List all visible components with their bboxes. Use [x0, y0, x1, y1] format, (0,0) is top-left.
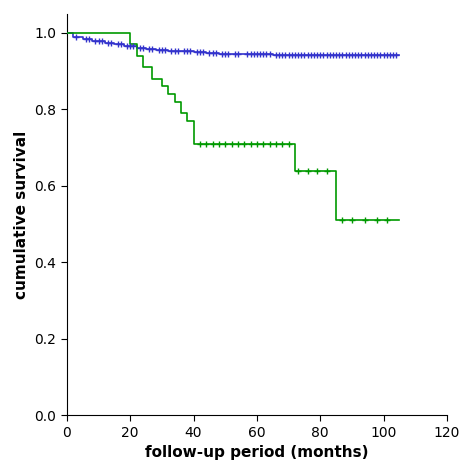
Y-axis label: cumulative survival: cumulative survival — [14, 130, 29, 299]
X-axis label: follow-up period (months): follow-up period (months) — [145, 445, 369, 460]
